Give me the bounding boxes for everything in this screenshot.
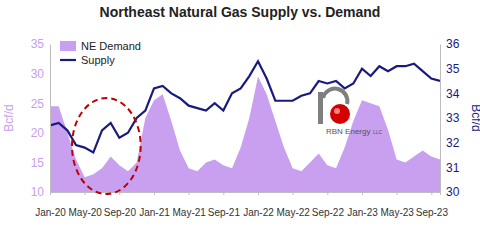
tick: May-23 <box>380 192 414 218</box>
tick-label: Sep-22 <box>312 207 345 218</box>
logo-arc <box>323 89 347 104</box>
tick-label: 25 <box>31 97 45 111</box>
tick-label: 30 <box>446 185 460 199</box>
tick: Jan-23 <box>347 192 378 218</box>
x-axis: Jan-20May-20Sep-20Jan-21May-21Sep-21Jan-… <box>35 192 448 218</box>
axis-line <box>50 45 51 193</box>
tick: 35 <box>440 62 460 76</box>
tick: 34 <box>440 87 460 101</box>
tick-label: May-21 <box>172 207 206 218</box>
tick: 10 <box>31 185 50 199</box>
plot-area <box>50 61 440 192</box>
tick: 30 <box>31 67 50 81</box>
tick-label: Sep-20 <box>104 207 137 218</box>
tick: 30 <box>440 185 460 199</box>
tick-label: May-23 <box>380 207 414 218</box>
tick: 36 <box>440 37 460 51</box>
tick-label: Jan-20 <box>35 207 66 218</box>
tick-mark <box>85 192 86 195</box>
tick: 25 <box>31 97 50 111</box>
y-axis-title: Bcf/d <box>2 104 16 131</box>
tick: 31 <box>440 161 460 175</box>
tick-mark <box>397 192 398 195</box>
tick: 20 <box>31 126 50 140</box>
demand-area <box>50 77 440 192</box>
tick-label: May-22 <box>276 207 310 218</box>
tick-label: Jan-22 <box>243 207 274 218</box>
tick: Sep-20 <box>104 192 137 218</box>
tick-mark <box>154 192 155 195</box>
tick: Sep-23 <box>416 192 449 218</box>
tick-label: 15 <box>31 156 45 170</box>
tick: May-22 <box>276 192 310 218</box>
tick-label: 36 <box>446 37 460 51</box>
title: Northeast Natural Gas Supply vs. Demand <box>100 4 381 20</box>
annotation: LLC <box>373 129 383 135</box>
highlight-ellipse <box>72 98 141 194</box>
axis-line <box>440 45 441 193</box>
tick-label: 35 <box>446 62 460 76</box>
logo-shine <box>334 108 340 114</box>
legend-swatch <box>60 59 76 61</box>
tick-mark <box>431 192 432 195</box>
tick-mark <box>362 192 363 195</box>
tick-mark <box>223 192 224 195</box>
tick: 15 <box>31 156 50 170</box>
legend-swatch <box>60 41 76 51</box>
tick: Sep-22 <box>312 192 345 218</box>
tick: 33 <box>440 111 460 125</box>
tick-label: Sep-23 <box>416 207 449 218</box>
legend-label: NE Demand <box>81 40 141 52</box>
tick-mark <box>327 192 328 195</box>
tick-mark <box>119 192 120 195</box>
legend-label: Supply <box>81 54 115 66</box>
tick: Sep-21 <box>208 192 241 218</box>
tick: 32 <box>440 136 460 150</box>
annotation: RBN Energy <box>326 127 370 136</box>
tick-label: Sep-21 <box>208 207 241 218</box>
tick-label: 35 <box>31 37 45 51</box>
y-axis-left: 10 15 20 25 30 35 <box>31 37 51 199</box>
y-axis-right: 30 31 32 33 34 35 36 <box>440 37 460 199</box>
legend: NE Demand Supply <box>60 40 141 66</box>
tick: Jan-21 <box>139 192 170 218</box>
tick: 35 <box>31 37 50 51</box>
chart: Northeast Natural Gas Supply vs. Demand J… <box>0 0 480 245</box>
logo-ball <box>330 104 350 124</box>
tick-label: Jan-23 <box>347 207 378 218</box>
y2-axis-title: Bcf/d <box>469 104 480 131</box>
supply-line <box>50 61 440 152</box>
tick-label: Jan-21 <box>139 207 170 218</box>
logo: RBN EnergyLLC <box>318 89 383 136</box>
tick-label: 34 <box>446 87 460 101</box>
tick: Jan-22 <box>243 192 274 218</box>
tick-label: 10 <box>31 185 45 199</box>
tick-label: May-20 <box>68 207 102 218</box>
tick: May-21 <box>172 192 206 218</box>
tick-mark <box>258 192 259 195</box>
tick-label: 33 <box>446 111 460 125</box>
tick-mark <box>293 192 294 195</box>
tick-mark <box>189 192 190 195</box>
tick-label: 32 <box>446 136 460 150</box>
tick: May-20 <box>68 192 102 218</box>
tick-label: 31 <box>446 161 460 175</box>
tick-label: 20 <box>31 126 45 140</box>
tick-label: 30 <box>31 67 45 81</box>
